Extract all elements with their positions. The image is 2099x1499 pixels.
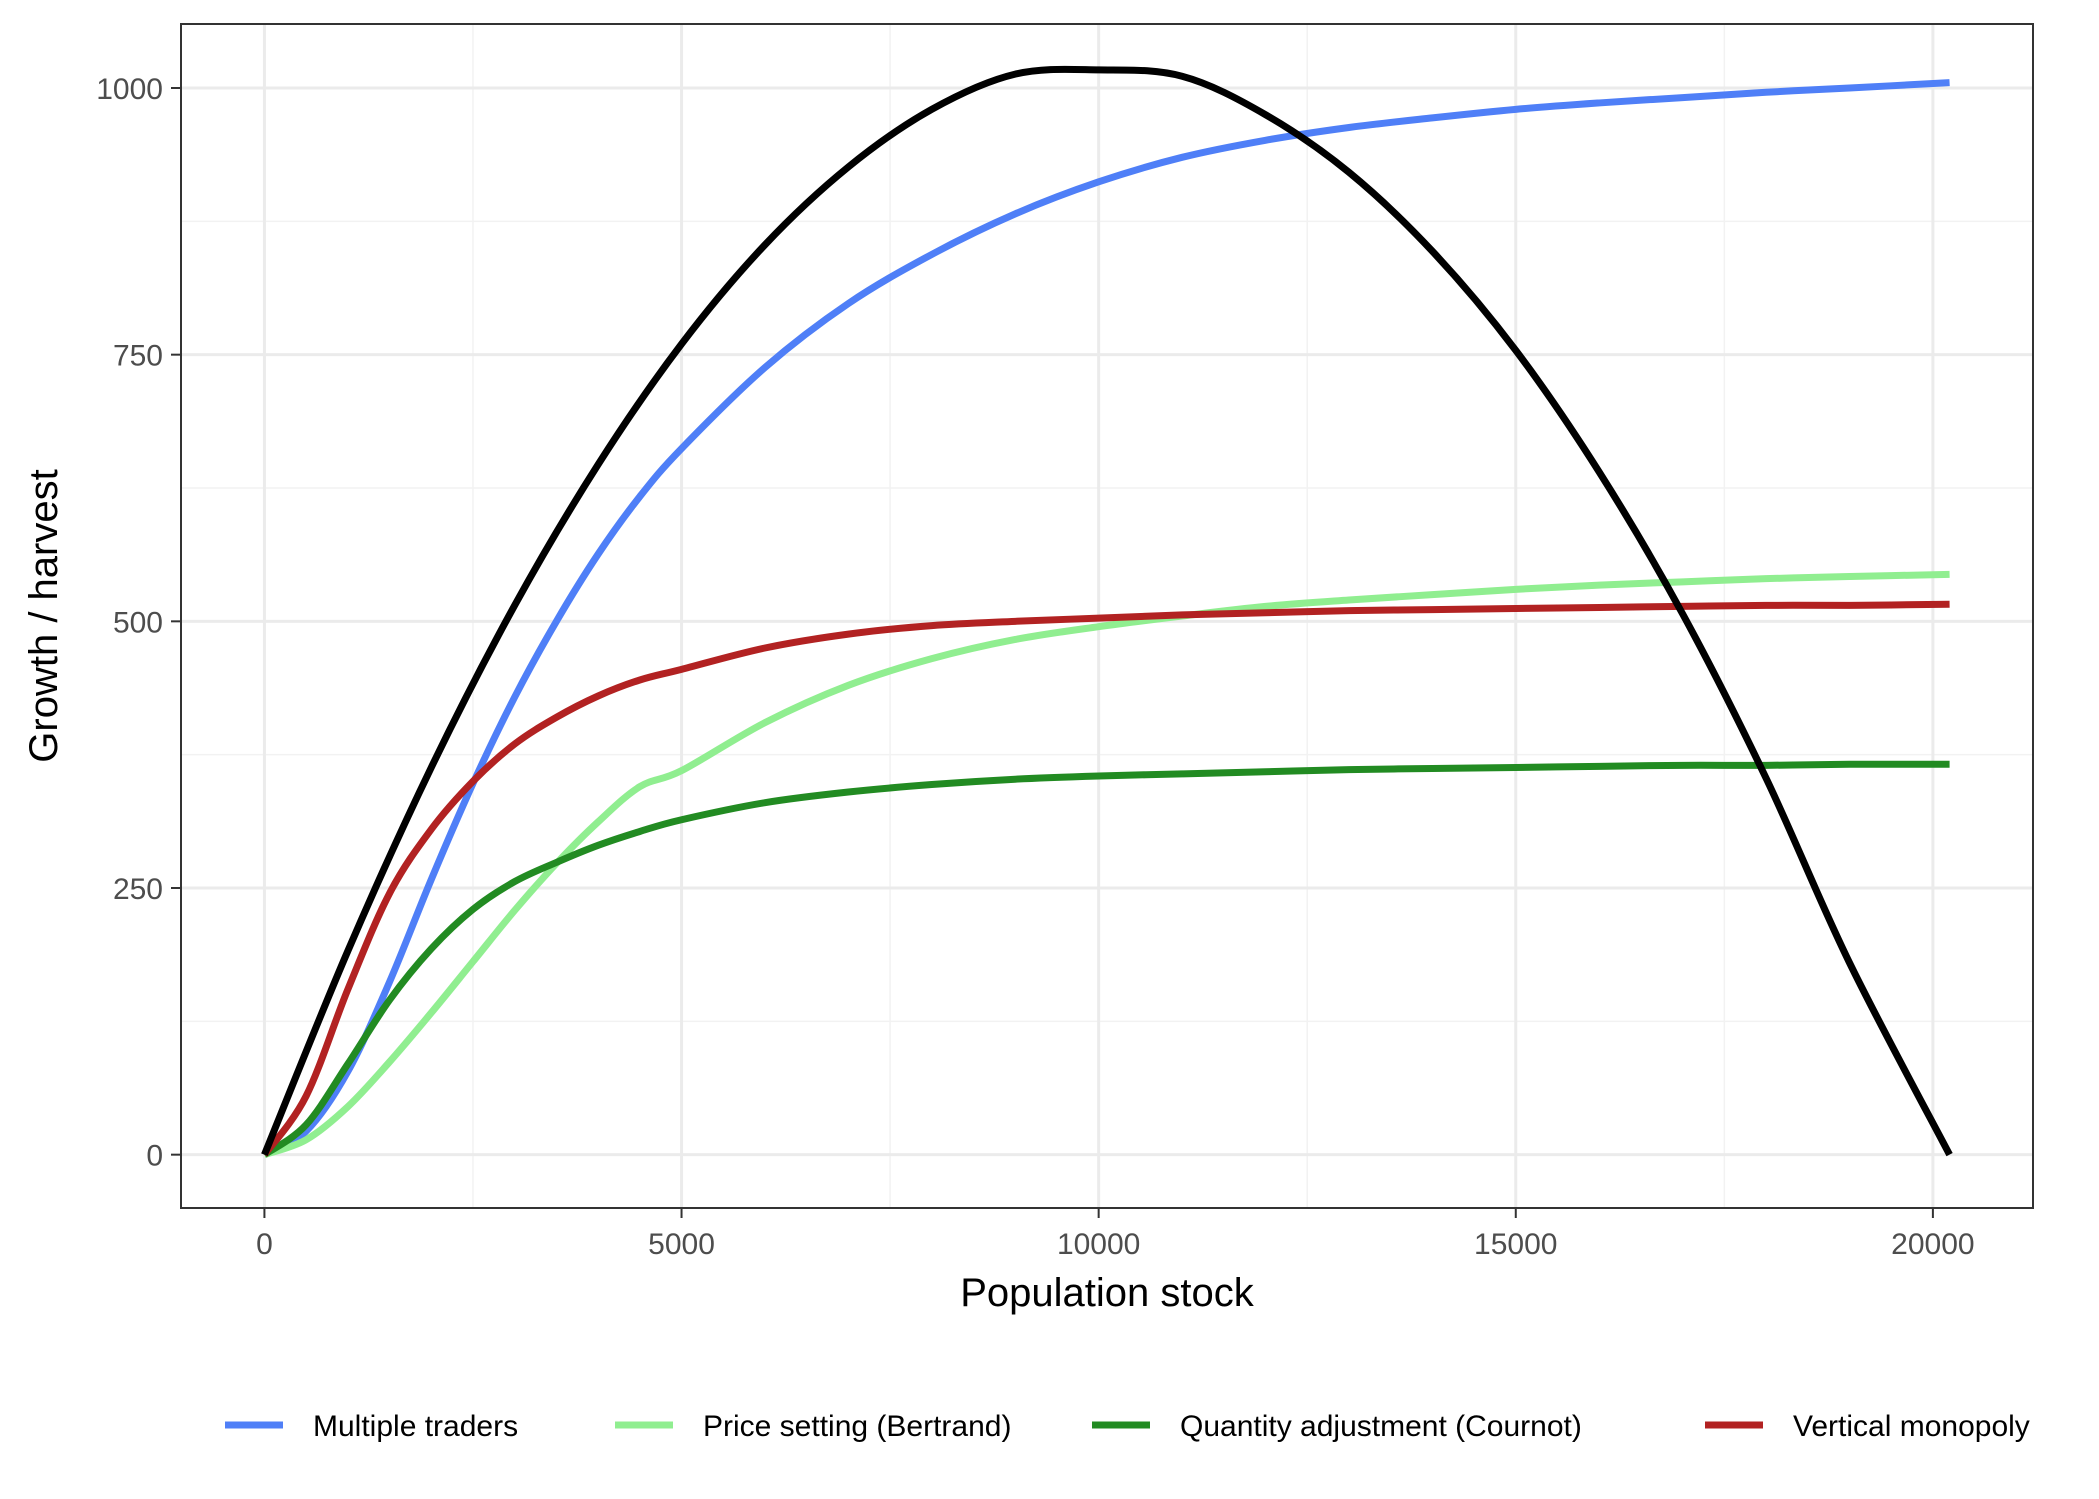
series-line-price-setting-bertrand: [263, 570, 1950, 1158]
legend-item-vertical-monopoly: Vertical monopoly: [1705, 1410, 2030, 1443]
series-line-quantity-adjustment-cournot: [262, 760, 1950, 1158]
legend-item-multiple-traders: Multiple traders: [225, 1410, 518, 1443]
y-tick-label: 750: [113, 340, 163, 373]
y-tick-label: 250: [113, 873, 163, 906]
y-axis: 0 250 500 750 1000: [96, 73, 181, 1173]
panel-frame: [180, 23, 2034, 1209]
x-axis: 0 5000 10000 15000 20000: [256, 1208, 1975, 1261]
legend-label: Vertical monopoly: [1793, 1410, 2030, 1443]
legend-label: Quantity adjustment (Cournot): [1180, 1410, 1582, 1443]
y-tick-label: 500: [113, 606, 163, 639]
series-line-multiple-traders: [262, 79, 1950, 1158]
legend-item-price-setting-bertrand: Price setting (Bertrand): [615, 1410, 1011, 1443]
growth-curve-line: [261, 65, 1953, 1157]
x-tick-label: 15000: [1474, 1228, 1557, 1261]
x-axis-title: Population stock: [960, 1271, 1255, 1315]
x-tick-label: 0: [256, 1228, 273, 1261]
y-axis-title: Growth / harvest: [22, 469, 66, 762]
y-tick-label: 1000: [96, 73, 163, 106]
panel-border: [180, 23, 2034, 1209]
legend-label: Multiple traders: [313, 1410, 518, 1443]
legend-label: Price setting (Bertrand): [703, 1410, 1011, 1443]
x-tick-label: 10000: [1057, 1228, 1140, 1261]
x-tick-label: 5000: [648, 1228, 715, 1261]
legend-item-quantity-adjustment-cournot: Quantity adjustment (Cournot): [1092, 1410, 1582, 1443]
legend: Multiple traders Price setting (Bertrand)…: [225, 1410, 2030, 1443]
series-line-vertical-monopoly: [261, 600, 1950, 1157]
series-layer: [261, 65, 1953, 1158]
x-tick-label: 20000: [1891, 1228, 1974, 1261]
y-tick-label: 0: [146, 1140, 163, 1173]
